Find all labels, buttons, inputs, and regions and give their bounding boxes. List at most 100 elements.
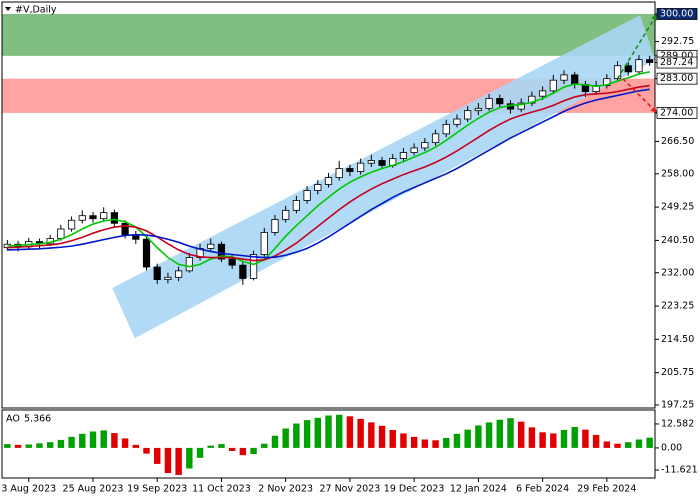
arrow-head xyxy=(651,13,658,21)
ao-bar xyxy=(410,436,418,448)
ao-bar xyxy=(625,442,632,448)
candle-body xyxy=(185,257,193,272)
candle-body xyxy=(517,102,525,110)
candle-body xyxy=(646,59,654,63)
candle-body xyxy=(110,212,119,224)
ao-bar xyxy=(528,427,536,448)
candle-body xyxy=(67,219,76,230)
ao-bar xyxy=(79,433,86,448)
candle-body xyxy=(142,238,151,268)
forecast-arrow xyxy=(616,13,658,80)
candle-body xyxy=(613,65,622,80)
ao-bar xyxy=(571,426,578,448)
ao-bar xyxy=(389,430,396,448)
ao-bar xyxy=(293,423,300,448)
ao-bar xyxy=(132,444,140,448)
ao-bar xyxy=(485,422,493,448)
ao-bar xyxy=(314,417,322,448)
chart-title: #V,Daily xyxy=(15,5,57,16)
price-label: 289.00 xyxy=(660,50,693,61)
candle-body xyxy=(207,243,215,249)
candle-body xyxy=(57,228,65,239)
indicator-line xyxy=(7,84,650,262)
x-tick-label: 12 Jan 2024 xyxy=(450,484,507,495)
ao-bar xyxy=(57,439,65,448)
ao-bar xyxy=(453,433,461,448)
candle-body xyxy=(538,90,547,97)
y-tick-label: 232.00 xyxy=(661,267,694,278)
ao-value: 5.366 xyxy=(24,414,51,425)
candle-body xyxy=(549,79,557,92)
x-tick-label: 2 Nov 2023 xyxy=(258,484,313,495)
y-tick-label: 197.25 xyxy=(661,399,694,410)
ao-bar xyxy=(357,418,364,448)
y-tick-label: 223.25 xyxy=(661,301,694,312)
candle-body xyxy=(431,133,440,144)
ao-bar xyxy=(100,430,107,448)
ao-y-tick-label: 0.00 xyxy=(661,442,682,453)
candle-body xyxy=(303,190,311,201)
channel xyxy=(112,15,655,339)
candle-body xyxy=(314,184,322,191)
y-tick-label: 249.25 xyxy=(661,202,694,213)
ao-bar xyxy=(539,432,546,448)
price-label: 287.24 xyxy=(660,57,693,68)
y-tick-label: 266.50 xyxy=(661,136,694,147)
ao-bar xyxy=(443,438,450,448)
candle-body xyxy=(485,98,493,109)
ao-bar xyxy=(46,442,54,448)
ao-bar xyxy=(325,415,332,448)
ao-bar xyxy=(507,418,514,448)
candle-body xyxy=(346,168,354,172)
x-tick-label: 19 Sep 2023 xyxy=(127,484,187,495)
ao-bar xyxy=(592,434,600,448)
main-frame xyxy=(1,1,656,409)
candle-body xyxy=(335,168,343,179)
ao-bar xyxy=(560,430,568,448)
candle-body xyxy=(357,162,365,172)
candle-body xyxy=(89,215,97,220)
title-icon xyxy=(5,7,11,11)
ao-bar xyxy=(4,444,11,448)
candle-body xyxy=(324,177,333,185)
ao-bar xyxy=(421,439,429,448)
candle-body xyxy=(260,232,268,255)
ao-bar xyxy=(111,433,118,448)
ao-bar xyxy=(25,444,32,448)
ao-bar xyxy=(239,447,247,456)
ao-bar xyxy=(68,436,75,448)
y-tick-label: 240.50 xyxy=(661,235,694,246)
ao-bar xyxy=(303,420,311,448)
ao-bar xyxy=(335,414,343,448)
ao-bar xyxy=(14,444,22,448)
ao-bar xyxy=(271,435,279,448)
candle-body xyxy=(421,142,429,149)
x-tick-label: 25 Aug 2023 xyxy=(63,484,124,495)
y-tick-label: 214.50 xyxy=(661,334,694,345)
ao-bar xyxy=(175,447,182,475)
y-tick-label: 258.00 xyxy=(661,168,694,179)
price-label: 300.00 xyxy=(660,8,693,19)
x-tick-label: 27 Nov 2023 xyxy=(319,484,380,495)
ao-bar xyxy=(517,421,525,448)
candle-body xyxy=(378,160,386,166)
candle-body xyxy=(239,264,247,279)
ao-bar xyxy=(164,447,172,474)
ao-bar xyxy=(496,419,503,448)
zone xyxy=(2,13,655,56)
ao-bar xyxy=(464,429,471,448)
ao-bar xyxy=(603,441,611,448)
candle-body xyxy=(442,123,450,135)
ao-title: AO xyxy=(6,414,20,425)
candle-body xyxy=(474,107,482,112)
arrow-head xyxy=(650,106,658,113)
ao-bar xyxy=(121,438,129,448)
indicator-line xyxy=(7,88,650,259)
ao-bar xyxy=(475,425,482,448)
price-label-box xyxy=(656,56,698,69)
price-label-box xyxy=(656,72,698,85)
candle-body xyxy=(464,110,472,120)
candle-body xyxy=(228,258,236,266)
indicator-line xyxy=(7,71,650,268)
